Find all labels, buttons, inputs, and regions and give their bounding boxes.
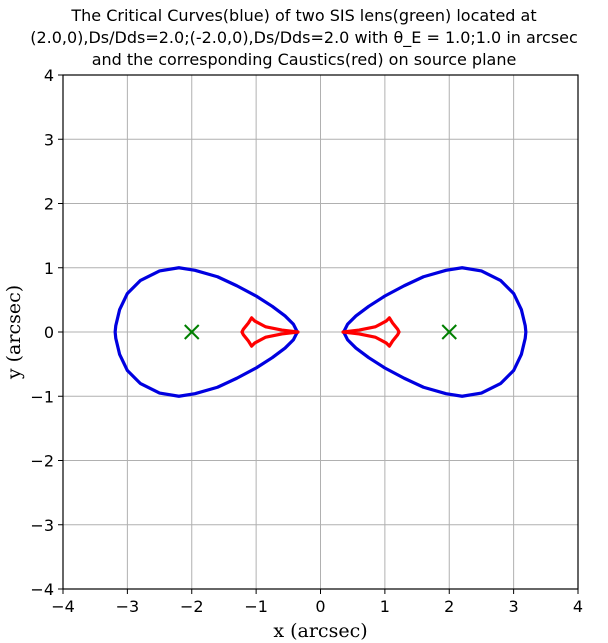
y-tick-label: 0 (44, 323, 54, 342)
lens-marker-stroke (184, 324, 200, 340)
lens-marker (441, 324, 457, 340)
x-tick-label: 2 (444, 597, 454, 616)
critical-curves (113, 266, 528, 398)
y-tick-label: 2 (44, 195, 54, 214)
y-tick-label: −3 (30, 516, 54, 535)
y-axis-label: y (arcsec) (3, 285, 25, 380)
lens-markers (184, 324, 457, 340)
lens-marker (184, 324, 200, 340)
x-tick-label: −4 (51, 597, 75, 616)
title-line-2: (2.0,0),Ds/Dds=2.0;(-2.0,0),Ds/Dds=2.0 w… (30, 28, 578, 48)
x-tick-label: 0 (315, 597, 325, 616)
chart-title: The Critical Curves(blue) of two SIS len… (30, 6, 578, 69)
title-line-3: and the corresponding Caustics(red) on s… (92, 50, 517, 69)
x-tick-label: −2 (180, 597, 204, 616)
plot-frame (62, 74, 579, 590)
y-tick-label: −2 (30, 452, 54, 471)
title-line-1: The Critical Curves(blue) of two SIS len… (70, 6, 536, 25)
critical-curve-0 (342, 266, 528, 398)
caustics (240, 316, 401, 348)
y-tick-label: −1 (30, 387, 54, 406)
y-tick-label: 1 (44, 259, 54, 278)
x-tick-label: −1 (244, 597, 268, 616)
lens-marker-stroke (441, 324, 457, 340)
x-tick-label: −3 (116, 597, 140, 616)
x-tick-label: 3 (509, 597, 519, 616)
x-tick-label: 4 (573, 597, 583, 616)
caustic-1 (240, 316, 300, 348)
critical-curve-1 (113, 266, 299, 398)
y-tick-label: 4 (44, 66, 54, 85)
y-tick-label: 3 (44, 130, 54, 149)
x-axis-label: x (arcsec) (273, 620, 367, 642)
caustic-0 (341, 316, 401, 348)
ticks: −4 −3 −2 −1 0 1 2 3 4 −4 −3 −2 −1 0 1 2 3 4 (30, 66, 583, 616)
y-tick-label: −4 (30, 580, 54, 599)
grid (62, 74, 579, 590)
x-tick-label: 1 (380, 597, 390, 616)
